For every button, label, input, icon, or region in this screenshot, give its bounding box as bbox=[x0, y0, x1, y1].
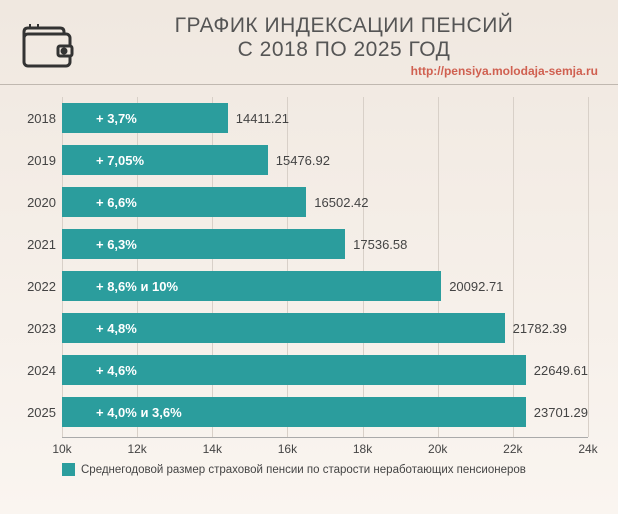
legend-swatch bbox=[62, 463, 75, 476]
wallet-icon bbox=[20, 22, 76, 70]
header: ГРАФИК ИНДЕКСАЦИИ ПЕНСИЙ С 2018 ПО 2025 … bbox=[0, 0, 618, 85]
bar-row: 2020+ 6,6%16502.42 bbox=[62, 187, 588, 217]
bar: + 4,8% bbox=[62, 313, 505, 343]
value-label: 17536.58 bbox=[353, 237, 407, 252]
x-axis: 10k12k14k16k18k20k22k24k bbox=[62, 437, 588, 459]
year-label: 2024 bbox=[20, 363, 56, 378]
x-tick: 22k bbox=[503, 442, 522, 456]
value-label: 16502.42 bbox=[314, 195, 368, 210]
year-label: 2019 bbox=[20, 153, 56, 168]
legend-text: Среднегодовой размер страховой пенсии по… bbox=[81, 464, 526, 476]
bar: + 4,0% и 3,6% bbox=[62, 397, 526, 427]
legend: Среднегодовой размер страховой пенсии по… bbox=[62, 463, 598, 476]
x-tick: 24k bbox=[578, 442, 597, 456]
bar: + 7,05% bbox=[62, 145, 268, 175]
year-label: 2023 bbox=[20, 321, 56, 336]
bar-row: 2023+ 4,8%21782.39 bbox=[62, 313, 588, 343]
chart-area: 2018 + 3,7% 14411.21 2019 + 7,05% 15476.92 202… bbox=[0, 85, 618, 486]
bar: + 3,7% bbox=[62, 103, 228, 133]
bar: + 6,3% bbox=[62, 229, 345, 259]
value-label: 23701.29 bbox=[534, 405, 588, 420]
x-tick: 16k bbox=[278, 442, 297, 456]
value-label: 22649.61 bbox=[534, 363, 588, 378]
grid-line bbox=[588, 97, 589, 437]
bar-row: 2024+ 4,6%22649.61 bbox=[62, 355, 588, 385]
x-tick: 18k bbox=[353, 442, 372, 456]
x-tick: 10k bbox=[52, 442, 71, 456]
bar-row: 2021+ 6,3%17536.58 bbox=[62, 229, 588, 259]
bar-row: 2018+ 3,7%14411.21 bbox=[62, 103, 588, 133]
bar-row: 2022+ 8,6% и 10%20092.71 bbox=[62, 271, 588, 301]
title-line-1: ГРАФИК ИНДЕКСАЦИИ ПЕНСИЙ bbox=[175, 14, 514, 37]
year-label: 2020 bbox=[20, 195, 56, 210]
bar-row: 2019+ 7,05%15476.92 bbox=[62, 145, 588, 175]
x-tick: 20k bbox=[428, 442, 447, 456]
bar-row: 2025+ 4,0% и 3,6%23701.29 bbox=[62, 397, 588, 427]
value-label: 14411.21 bbox=[236, 111, 289, 126]
value-label: 20092.71 bbox=[449, 279, 503, 294]
year-label: 2021 bbox=[20, 237, 56, 252]
year-label: 2022 bbox=[20, 279, 56, 294]
value-label: 21782.39 bbox=[513, 321, 567, 336]
chart-title: ГРАФИК ИНДЕКСАЦИИ ПЕНСИЙ С 2018 ПО 2025 … bbox=[90, 14, 598, 62]
bar: + 6,6% bbox=[62, 187, 306, 217]
x-tick: 14k bbox=[203, 442, 222, 456]
title-line-2: С 2018 ПО 2025 ГОД bbox=[238, 38, 451, 61]
year-label: 2018 bbox=[20, 111, 56, 126]
value-label: 15476.92 bbox=[276, 153, 330, 168]
source-link[interactable]: http://pensiya.molodaja-semja.ru bbox=[90, 64, 598, 78]
plot: 2018+ 3,7%14411.212019+ 7,05%15476.92202… bbox=[62, 97, 588, 437]
bar: + 4,6% bbox=[62, 355, 526, 385]
bar: + 8,6% и 10% bbox=[62, 271, 441, 301]
title-block: ГРАФИК ИНДЕКСАЦИИ ПЕНСИЙ С 2018 ПО 2025 … bbox=[90, 14, 598, 78]
year-label: 2025 bbox=[20, 405, 56, 420]
x-tick: 12k bbox=[127, 442, 146, 456]
